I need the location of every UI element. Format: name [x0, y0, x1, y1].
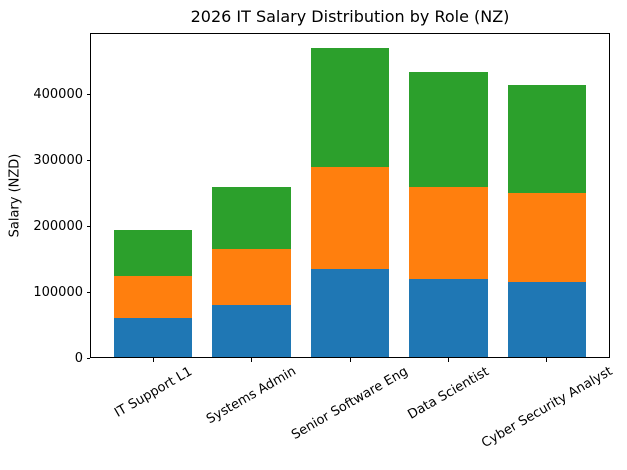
- bar-segment-bottom-segment: [113, 318, 193, 358]
- y-tick-mark: [86, 225, 90, 227]
- y-axis-label: Salary (NZD): [7, 153, 23, 238]
- y-tick-mark: [86, 94, 90, 96]
- x-tick-mark: [251, 358, 252, 362]
- y-tick-mark: [86, 357, 90, 359]
- bar-segment-bottom-segment: [507, 282, 587, 358]
- bar-segment-middle-segment: [212, 249, 291, 306]
- y-tick-label: 400000: [33, 87, 83, 103]
- bar-segment-top-segment: [409, 71, 488, 187]
- bar-segment-middle-segment: [507, 193, 587, 283]
- x-tick-label: Data Scientist: [405, 363, 492, 423]
- x-tick-label: IT Support L1: [111, 364, 195, 421]
- y-tick-label: 100000: [33, 284, 83, 300]
- bar-segment-top-segment: [212, 186, 291, 250]
- bar-segment-bottom-segment: [409, 278, 488, 358]
- y-tick-mark: [86, 159, 90, 161]
- x-tick-mark: [546, 358, 548, 362]
- bar-segment-top-segment: [113, 229, 193, 276]
- chart-title: 2026 IT Salary Distribution by Role (NZ): [190, 7, 510, 26]
- x-tick-mark: [349, 358, 351, 362]
- bar-segment-middle-segment: [113, 275, 193, 319]
- bar-segment-middle-segment: [409, 186, 488, 279]
- y-tick-label: 200000: [33, 218, 83, 234]
- x-tick-label: Cyber Security Analyst: [479, 363, 616, 452]
- bar-segment-bottom-segment: [310, 269, 390, 358]
- x-tick-mark: [447, 358, 449, 362]
- x-tick-label: Systems Admin: [204, 364, 299, 428]
- bar-segment-bottom-segment: [212, 305, 291, 358]
- plot-area: [90, 33, 610, 358]
- bar-segment-top-segment: [507, 84, 587, 194]
- bar-segment-middle-segment: [310, 167, 390, 270]
- y-tick-label: 0: [74, 350, 83, 366]
- y-tick-label: 300000: [33, 152, 83, 168]
- y-tick-mark: [86, 291, 90, 293]
- x-tick-mark: [152, 358, 154, 362]
- x-tick-label: Senior Software Eng: [289, 364, 411, 443]
- bar-segment-top-segment: [310, 48, 390, 167]
